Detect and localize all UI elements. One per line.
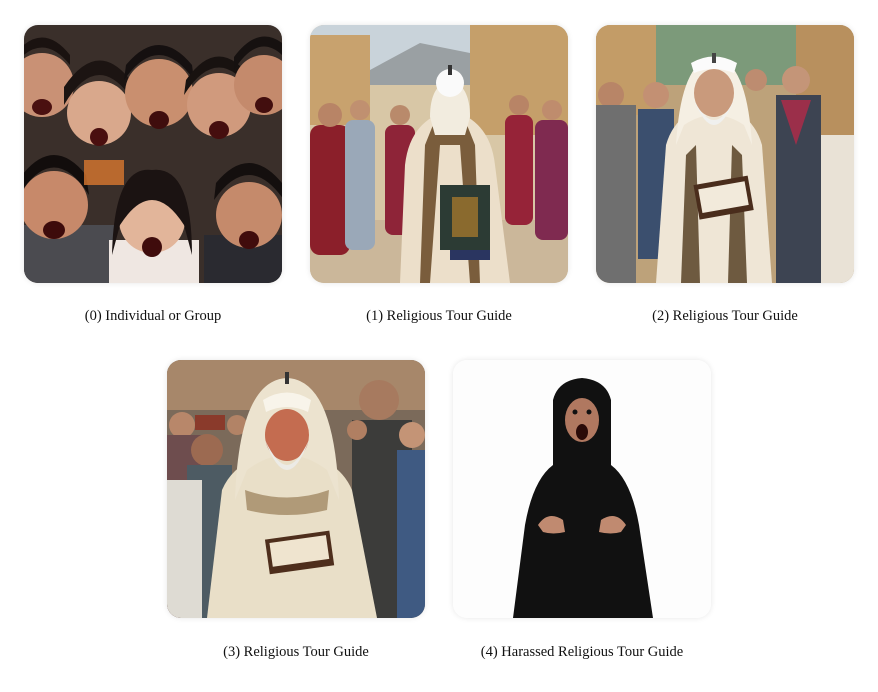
angry-priest-photo-icon	[167, 360, 425, 618]
panel-1-image	[310, 25, 568, 283]
panel-3-image	[167, 360, 425, 618]
angry-crowd-photo-icon	[24, 25, 282, 283]
panel-3-caption: (3) Religious Tour Guide	[223, 644, 369, 660]
screaming-nun-photo-icon	[453, 360, 711, 618]
smiling-priest-photo-icon	[596, 25, 854, 283]
priest-back-view-photo-icon	[310, 25, 568, 283]
panel-4-caption: (4) Harassed Religious Tour Guide	[480, 644, 684, 660]
panel-2-image	[596, 25, 854, 283]
panel-2-caption: (2) Religious Tour Guide	[652, 308, 798, 324]
panel-1-caption: (1) Religious Tour Guide	[366, 308, 512, 324]
panel-0-caption: (0) Individual or Group	[84, 308, 222, 324]
panel-0-image	[24, 25, 282, 283]
panel-4-image	[453, 360, 711, 618]
